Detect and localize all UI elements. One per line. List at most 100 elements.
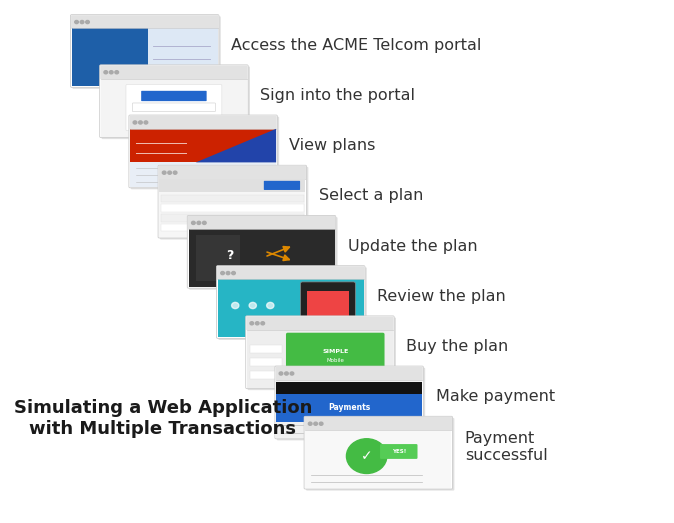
FancyBboxPatch shape (159, 179, 305, 192)
FancyBboxPatch shape (218, 267, 367, 340)
FancyBboxPatch shape (132, 103, 216, 111)
Circle shape (139, 121, 142, 124)
FancyBboxPatch shape (276, 367, 423, 380)
Text: Simulating a Web Application
with Multiple Transactions: Simulating a Web Application with Multip… (13, 399, 312, 438)
FancyBboxPatch shape (158, 165, 307, 238)
Circle shape (144, 121, 148, 124)
FancyBboxPatch shape (189, 217, 338, 290)
Circle shape (232, 302, 239, 309)
FancyBboxPatch shape (276, 380, 422, 438)
FancyBboxPatch shape (188, 216, 335, 230)
FancyBboxPatch shape (102, 66, 250, 139)
FancyBboxPatch shape (71, 15, 219, 87)
FancyBboxPatch shape (100, 65, 247, 79)
Text: ?: ? (226, 249, 233, 262)
Circle shape (267, 302, 274, 309)
FancyBboxPatch shape (129, 116, 277, 129)
Circle shape (168, 171, 171, 174)
FancyBboxPatch shape (216, 266, 365, 338)
Circle shape (314, 422, 317, 425)
Circle shape (249, 302, 256, 309)
FancyBboxPatch shape (71, 15, 218, 29)
Text: Access the ACME Telcom portal: Access the ACME Telcom portal (231, 38, 481, 53)
Circle shape (86, 20, 90, 24)
FancyBboxPatch shape (187, 215, 336, 288)
Circle shape (115, 71, 119, 74)
FancyBboxPatch shape (305, 417, 452, 430)
Circle shape (197, 221, 201, 224)
FancyBboxPatch shape (132, 116, 216, 124)
Circle shape (319, 422, 323, 425)
Text: Review the plan: Review the plan (377, 289, 506, 304)
Text: Make payment: Make payment (435, 389, 555, 404)
Text: Payments: Payments (328, 403, 370, 412)
Circle shape (133, 121, 137, 124)
FancyBboxPatch shape (277, 368, 425, 440)
FancyBboxPatch shape (130, 163, 276, 187)
FancyBboxPatch shape (101, 78, 247, 137)
Circle shape (290, 372, 294, 375)
FancyBboxPatch shape (307, 291, 349, 331)
FancyBboxPatch shape (246, 316, 394, 389)
FancyBboxPatch shape (129, 115, 277, 188)
Circle shape (191, 221, 195, 224)
Circle shape (221, 271, 224, 275)
FancyBboxPatch shape (247, 329, 393, 388)
FancyBboxPatch shape (276, 394, 422, 422)
Circle shape (80, 20, 84, 24)
Circle shape (162, 171, 166, 174)
Circle shape (255, 322, 259, 325)
FancyBboxPatch shape (131, 117, 279, 189)
FancyBboxPatch shape (380, 444, 417, 459)
Text: Update the plan: Update the plan (348, 238, 477, 254)
Circle shape (226, 271, 230, 275)
FancyBboxPatch shape (246, 316, 394, 330)
Circle shape (232, 271, 235, 275)
Circle shape (250, 322, 253, 325)
FancyBboxPatch shape (160, 204, 304, 212)
FancyBboxPatch shape (130, 129, 276, 163)
FancyBboxPatch shape (276, 382, 422, 394)
FancyBboxPatch shape (160, 224, 304, 231)
Text: Payment
successful: Payment successful (464, 431, 547, 463)
FancyBboxPatch shape (250, 345, 282, 354)
Circle shape (173, 171, 177, 174)
Polygon shape (196, 129, 276, 163)
FancyBboxPatch shape (250, 371, 282, 379)
FancyBboxPatch shape (301, 282, 355, 336)
FancyBboxPatch shape (250, 358, 282, 366)
Circle shape (284, 372, 288, 375)
FancyBboxPatch shape (100, 65, 248, 138)
Circle shape (202, 221, 206, 224)
Text: YES!: YES! (392, 449, 406, 454)
FancyBboxPatch shape (160, 214, 304, 222)
FancyBboxPatch shape (217, 266, 365, 280)
FancyBboxPatch shape (160, 195, 304, 202)
Circle shape (309, 422, 312, 425)
Text: Buy the plan: Buy the plan (406, 339, 509, 354)
Circle shape (104, 71, 108, 74)
FancyBboxPatch shape (159, 179, 305, 237)
FancyBboxPatch shape (71, 28, 148, 86)
Text: Sign into the portal: Sign into the portal (260, 88, 415, 103)
Text: View plans: View plans (290, 138, 376, 153)
FancyBboxPatch shape (126, 85, 222, 131)
FancyBboxPatch shape (160, 167, 309, 240)
FancyBboxPatch shape (264, 181, 300, 190)
FancyBboxPatch shape (286, 333, 385, 384)
Text: ✓: ✓ (361, 449, 373, 463)
FancyBboxPatch shape (218, 279, 364, 337)
FancyBboxPatch shape (304, 416, 452, 489)
FancyBboxPatch shape (158, 166, 306, 179)
Circle shape (109, 71, 113, 74)
Circle shape (261, 322, 265, 325)
Circle shape (346, 439, 387, 473)
FancyBboxPatch shape (72, 16, 221, 89)
FancyBboxPatch shape (196, 235, 240, 281)
FancyBboxPatch shape (275, 366, 423, 439)
FancyBboxPatch shape (306, 418, 454, 491)
FancyBboxPatch shape (247, 317, 396, 390)
Text: Select a plan: Select a plan (319, 188, 423, 203)
FancyBboxPatch shape (148, 28, 218, 86)
FancyBboxPatch shape (305, 430, 452, 488)
